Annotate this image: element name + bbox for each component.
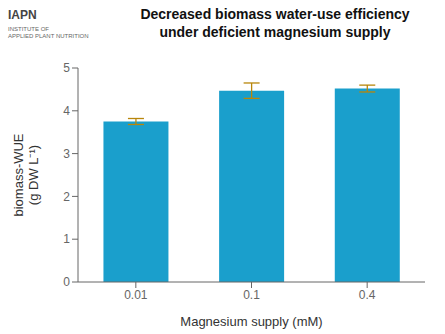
svg-text:4: 4	[63, 104, 70, 118]
svg-text:0.1: 0.1	[243, 288, 260, 302]
html-text:IAPN: IAPN	[8, 8, 37, 22]
svg-text:3: 3	[63, 147, 70, 161]
html-text:APPLIED PLANT NUTRITION: APPLIED PLANT NUTRITION	[8, 33, 89, 40]
svg-text:0: 0	[63, 275, 70, 289]
html-text:under deficient magnesium supp: under deficient magnesium supply	[159, 23, 391, 40]
svg-text:Magnesium supply (mM): Magnesium supply (mM)	[180, 314, 322, 329]
svg-text:1: 1	[63, 232, 70, 246]
svg-text:0.01: 0.01	[124, 288, 148, 302]
svg-text:0.4: 0.4	[359, 288, 376, 302]
svg-text:biomass-WUE(g DW L⁻¹): biomass-WUE(g DW L⁻¹)	[11, 133, 42, 216]
html-text:Decreased biomass water-use ef: Decreased biomass water-use efficiency	[140, 6, 410, 22]
html-text:INSTITUTE OF: INSTITUTE OF	[8, 25, 49, 32]
svg-text:5: 5	[63, 61, 70, 75]
svg-text:2: 2	[63, 190, 70, 204]
